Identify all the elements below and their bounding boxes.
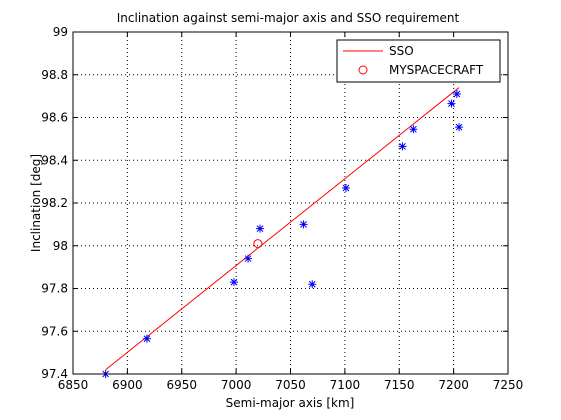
x-tick-label: 7050 <box>275 378 306 392</box>
legend-box <box>336 39 501 83</box>
y-tick-label: 97.8 <box>41 282 68 296</box>
x-tick-label: 7000 <box>221 378 252 392</box>
y-tick-label: 97.4 <box>41 367 68 381</box>
satellite-point <box>244 254 253 263</box>
legend-myspacecraft-label: MYSPACECRAFT <box>389 63 484 77</box>
y-tick-label: 98.4 <box>41 153 68 167</box>
x-tick-label: 6900 <box>112 378 143 392</box>
satellite-point <box>142 334 151 343</box>
x-tick-label: 7250 <box>493 378 524 392</box>
satellite-point <box>409 125 418 134</box>
y-axis-title: Inclination [deg] <box>29 154 43 252</box>
legend-myspacecraft-marker <box>358 65 368 75</box>
satellite-point <box>455 123 464 132</box>
myspacecraft-marker <box>253 239 263 249</box>
y-tick-label: 98 <box>53 239 68 253</box>
satellite-point <box>398 142 407 151</box>
satellite-point <box>299 220 308 229</box>
y-tick-label: 99 <box>53 25 68 39</box>
y-tick-label: 98.6 <box>41 111 68 125</box>
data-layer <box>101 87 464 378</box>
satellite-point <box>447 99 456 108</box>
satellite-point <box>452 89 461 98</box>
satellite-point <box>341 184 350 193</box>
legend: SSO MYSPACECRAFT <box>336 39 501 83</box>
x-axis-title: Semi-major axis [km] <box>226 396 355 410</box>
satellite-point <box>229 278 238 287</box>
x-tick-label: 7150 <box>384 378 415 392</box>
x-tick-label: 6850 <box>58 378 89 392</box>
sso-line <box>105 87 460 371</box>
y-tick-label: 98.8 <box>41 68 68 82</box>
grid <box>73 32 508 374</box>
y-tick-label: 97.6 <box>41 324 68 338</box>
chart-title: Inclination against semi-major axis and … <box>117 11 460 25</box>
plot-area <box>73 32 508 374</box>
x-tick-label: 6950 <box>166 378 197 392</box>
satellite-point <box>308 280 317 289</box>
x-tick-label: 7100 <box>330 378 361 392</box>
ticks: 6850 6900 6950 7000 7050 7100 7150 7200 7250 97.4… <box>41 25 523 392</box>
satellite-point <box>256 224 265 233</box>
y-tick-label: 98.2 <box>41 196 68 210</box>
legend-sso-label: SSO <box>389 44 414 58</box>
x-tick-label: 7200 <box>438 378 469 392</box>
